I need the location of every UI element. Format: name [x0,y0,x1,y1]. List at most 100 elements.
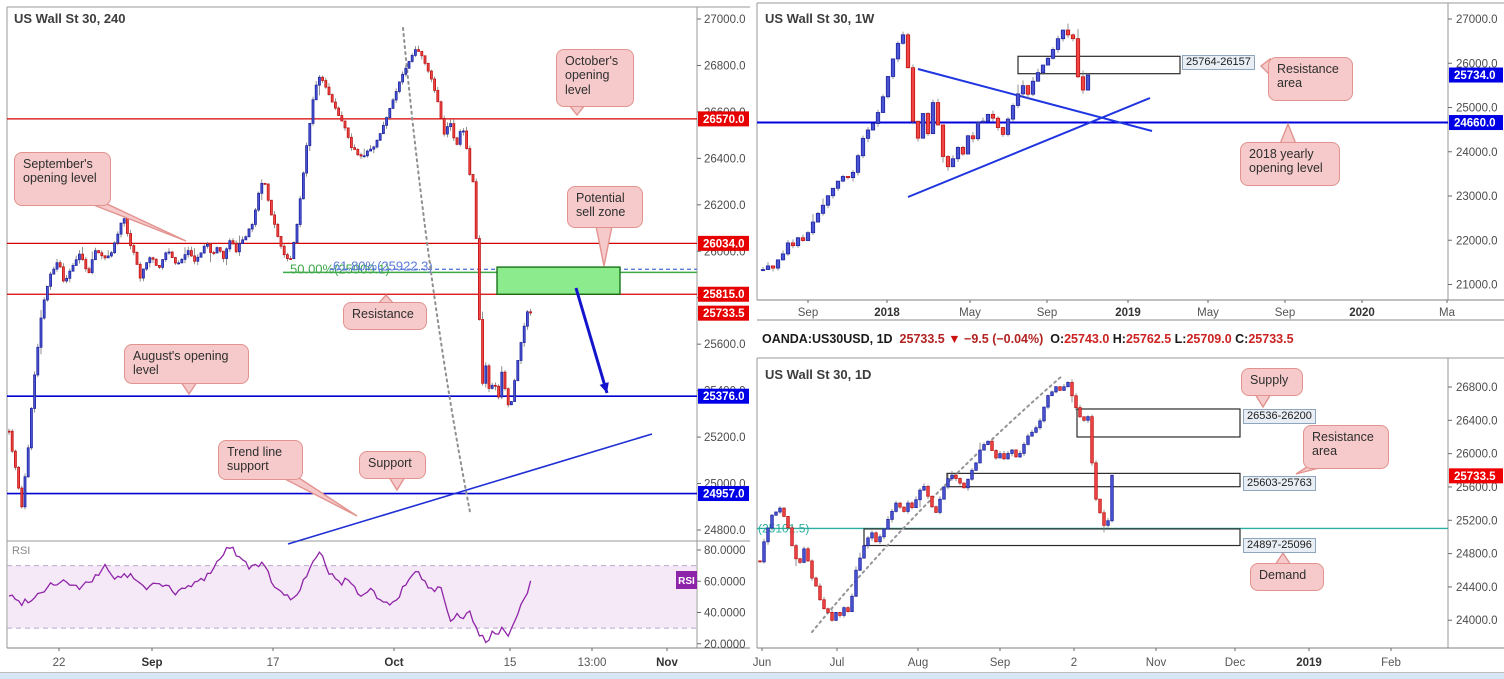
range-label-weekly-resistance[interactable]: 25764-26157 [1182,55,1255,70]
callout-august-opening[interactable]: August's opening level [124,344,249,384]
svg-text:2019: 2019 [1296,657,1322,669]
callout-potential-sell-zone[interactable]: Potential sell zone [567,186,643,228]
svg-text:Feb: Feb [1381,657,1401,669]
svg-text:(25101.5): (25101.5) [758,521,809,535]
quote-last-value: 25733.5 [892,332,949,346]
svg-text:40.0000: 40.0000 [704,608,746,620]
quote-change: −9.5 (−0.04%) [960,332,1051,346]
range-label-supply[interactable]: 26536-26200 [1243,409,1316,424]
svg-text:2019: 2019 [1115,307,1141,319]
quote-direction-down-icon: ▼ [948,332,961,346]
svg-text:Jul: Jul [830,657,845,669]
svg-text:20.0000: 20.0000 [704,639,746,651]
svg-text:24660.0: 24660.0 [1454,118,1496,130]
svg-text:Jun: Jun [753,657,772,669]
svg-text:17: 17 [267,657,280,669]
svg-text:Aug: Aug [908,657,928,669]
rsi-indicator-label[interactable]: RSI [12,545,31,557]
quote-open-label: O: [1050,332,1065,346]
svg-text:15: 15 [504,657,517,669]
svg-text:Nov: Nov [1146,657,1167,669]
svg-text:22000.0: 22000.0 [1456,235,1498,247]
quote-symbol: OANDA:US30USD, 1D [762,332,893,346]
svg-text:Oct: Oct [384,657,403,669]
callout-2018-yearly-opening[interactable]: 2018 yearly opening level [1240,142,1340,186]
svg-text:26000.0: 26000.0 [1456,58,1498,70]
svg-text:23000.0: 23000.0 [1456,191,1498,203]
svg-text:Sep: Sep [990,657,1010,669]
svg-text:Nov: Nov [656,657,678,669]
svg-text:22: 22 [53,657,66,669]
callout-support[interactable]: Support [359,451,426,479]
svg-text:25733.5: 25733.5 [703,308,745,320]
svg-text:26570.0: 26570.0 [703,114,745,126]
svg-text:26200.0: 26200.0 [704,200,746,212]
callout-tail [90,203,187,242]
quote-close-label: C: [1235,332,1249,346]
range-label-demand[interactable]: 24897-25096 [1243,538,1316,553]
svg-text:Dec: Dec [1225,657,1246,669]
svg-text:Sep: Sep [1275,307,1295,319]
svg-text:24957.0: 24957.0 [703,489,745,501]
svg-text:2: 2 [1071,657,1077,669]
svg-text:80.0000: 80.0000 [704,545,746,557]
callout-tail [1278,122,1298,145]
svg-text:Sep: Sep [141,657,162,669]
callout-tail [595,225,613,267]
svg-text:26000.0: 26000.0 [1456,449,1498,461]
svg-text:25600.0: 25600.0 [704,339,746,351]
range-label-resistance[interactable]: 25603-25763 [1243,476,1316,491]
svg-text:13:00: 13:00 [578,657,607,669]
callout-resistance[interactable]: Resistance [343,302,427,330]
candles-h4 [8,45,532,510]
chart-title-1d: US Wall St 30, 1D [765,367,872,382]
callout-supply[interactable]: Supply [1241,368,1303,396]
callout-tail [282,477,358,517]
callout-resistance-area-daily[interactable]: Resistance area [1303,425,1389,469]
quote-close-value: 25733.5 [1248,332,1294,346]
svg-text:21000.0: 21000.0 [1456,280,1498,292]
svg-text:25200.0: 25200.0 [1456,515,1498,527]
rsi-line [8,546,532,644]
svg-text:25200.0: 25200.0 [704,432,746,444]
quote-low-label: L: [1174,332,1187,346]
symbol-info-bar[interactable]: OANDA:US30USD, 1D 25733.5 ▼ −9.5 (−0.04%… [762,332,1294,346]
callout-september-opening[interactable]: September's opening level [14,152,111,206]
svg-text:2018: 2018 [874,307,900,319]
svg-text:25600.0: 25600.0 [1456,482,1498,494]
candles-d1 [758,379,1114,622]
svg-text:27000.0: 27000.0 [1456,14,1498,26]
svg-text:2020: 2020 [1349,307,1375,319]
svg-text:26800.0: 26800.0 [704,60,746,72]
svg-text:24000.0: 24000.0 [1456,147,1498,159]
svg-text:Sep: Sep [798,307,818,319]
svg-text:25815.0: 25815.0 [703,289,745,301]
svg-text:61.80%(25922.3): 61.80%(25922.3) [333,258,433,273]
callout-demand[interactable]: Demand [1250,563,1324,591]
svg-text:24800.0: 24800.0 [1456,549,1498,561]
callout-resistance-area-weekly[interactable]: Resistance area [1268,57,1353,101]
svg-text:26800.0: 26800.0 [1456,382,1498,394]
callout-october-opening[interactable]: October's opening level [556,49,634,107]
svg-text:26400.0: 26400.0 [1456,415,1498,427]
callout-trend-line-support[interactable]: Trend line support [218,440,303,480]
quote-low-value: 25709.0 [1186,332,1236,346]
svg-text:26400.0: 26400.0 [704,153,746,165]
svg-text:24400.0: 24400.0 [1456,582,1498,594]
svg-text:Sep: Sep [1037,307,1057,319]
svg-text:27000.0: 27000.0 [704,14,746,26]
svg-text:25376.0: 25376.0 [703,391,745,403]
svg-text:24000.0: 24000.0 [1456,615,1498,627]
svg-text:24800.0: 24800.0 [704,525,746,537]
chart-title-240: US Wall St 30, 240 [14,11,126,26]
svg-text:25000.0: 25000.0 [1456,103,1498,115]
candles-w1 [760,23,1091,272]
svg-text:May: May [1197,307,1219,319]
quote-open-value: 25743.0 [1064,332,1113,346]
svg-text:May: May [959,307,981,319]
chart-title-1w: US Wall St 30, 1W [765,11,875,26]
svg-text:25733.5: 25733.5 [1454,471,1496,483]
quote-high-label: H: [1112,332,1126,346]
